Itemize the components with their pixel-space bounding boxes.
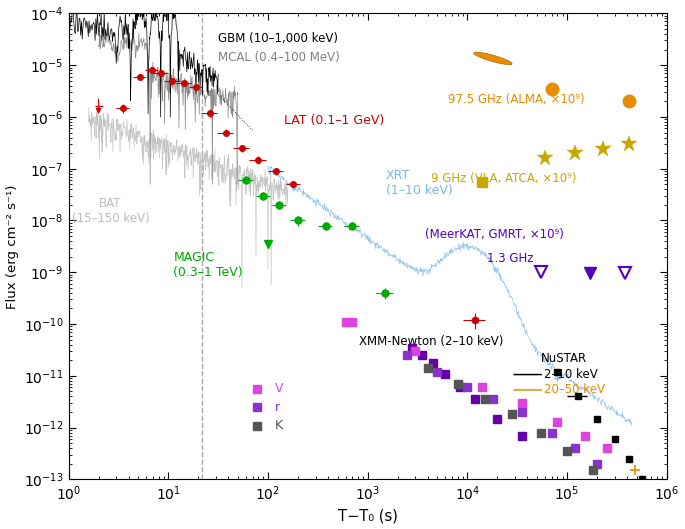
Text: 2–10 keV: 2–10 keV [544,368,598,381]
Text: MCAL (0.4–100 MeV): MCAL (0.4–100 MeV) [218,51,340,64]
Text: 20–50 keV: 20–50 keV [544,384,605,396]
Text: LAT (0.1–1 GeV): LAT (0.1–1 GeV) [284,114,384,127]
Text: V: V [275,382,284,395]
Text: 97.5 GHz (ALMA, ×10⁹): 97.5 GHz (ALMA, ×10⁹) [449,93,585,106]
Polygon shape [473,52,512,65]
Text: r: r [275,400,280,414]
Y-axis label: Flux (erg cm⁻² s⁻¹): Flux (erg cm⁻² s⁻¹) [5,184,18,308]
Text: GBM (10–1,000 keV): GBM (10–1,000 keV) [218,32,338,45]
Text: BAT
(15–150 keV): BAT (15–150 keV) [72,197,149,225]
Text: NuSTAR: NuSTAR [541,352,587,365]
Text: XRT
(1–10 keV): XRT (1–10 keV) [386,169,452,197]
Text: (MeerKAT, GMRT, ×10⁹): (MeerKAT, GMRT, ×10⁹) [425,228,563,241]
X-axis label: T−T₀ (s): T−T₀ (s) [338,508,397,523]
Text: MAGIC
(0.3–1 TeV): MAGIC (0.3–1 TeV) [173,251,243,279]
Text: XMM-Newton (2–10 keV): XMM-Newton (2–10 keV) [359,335,503,349]
Text: 9 GHz (VLA, ATCA, ×10⁹): 9 GHz (VLA, ATCA, ×10⁹) [430,172,576,185]
Text: K: K [275,419,283,432]
Text: 1.3 GHz: 1.3 GHz [487,252,534,264]
